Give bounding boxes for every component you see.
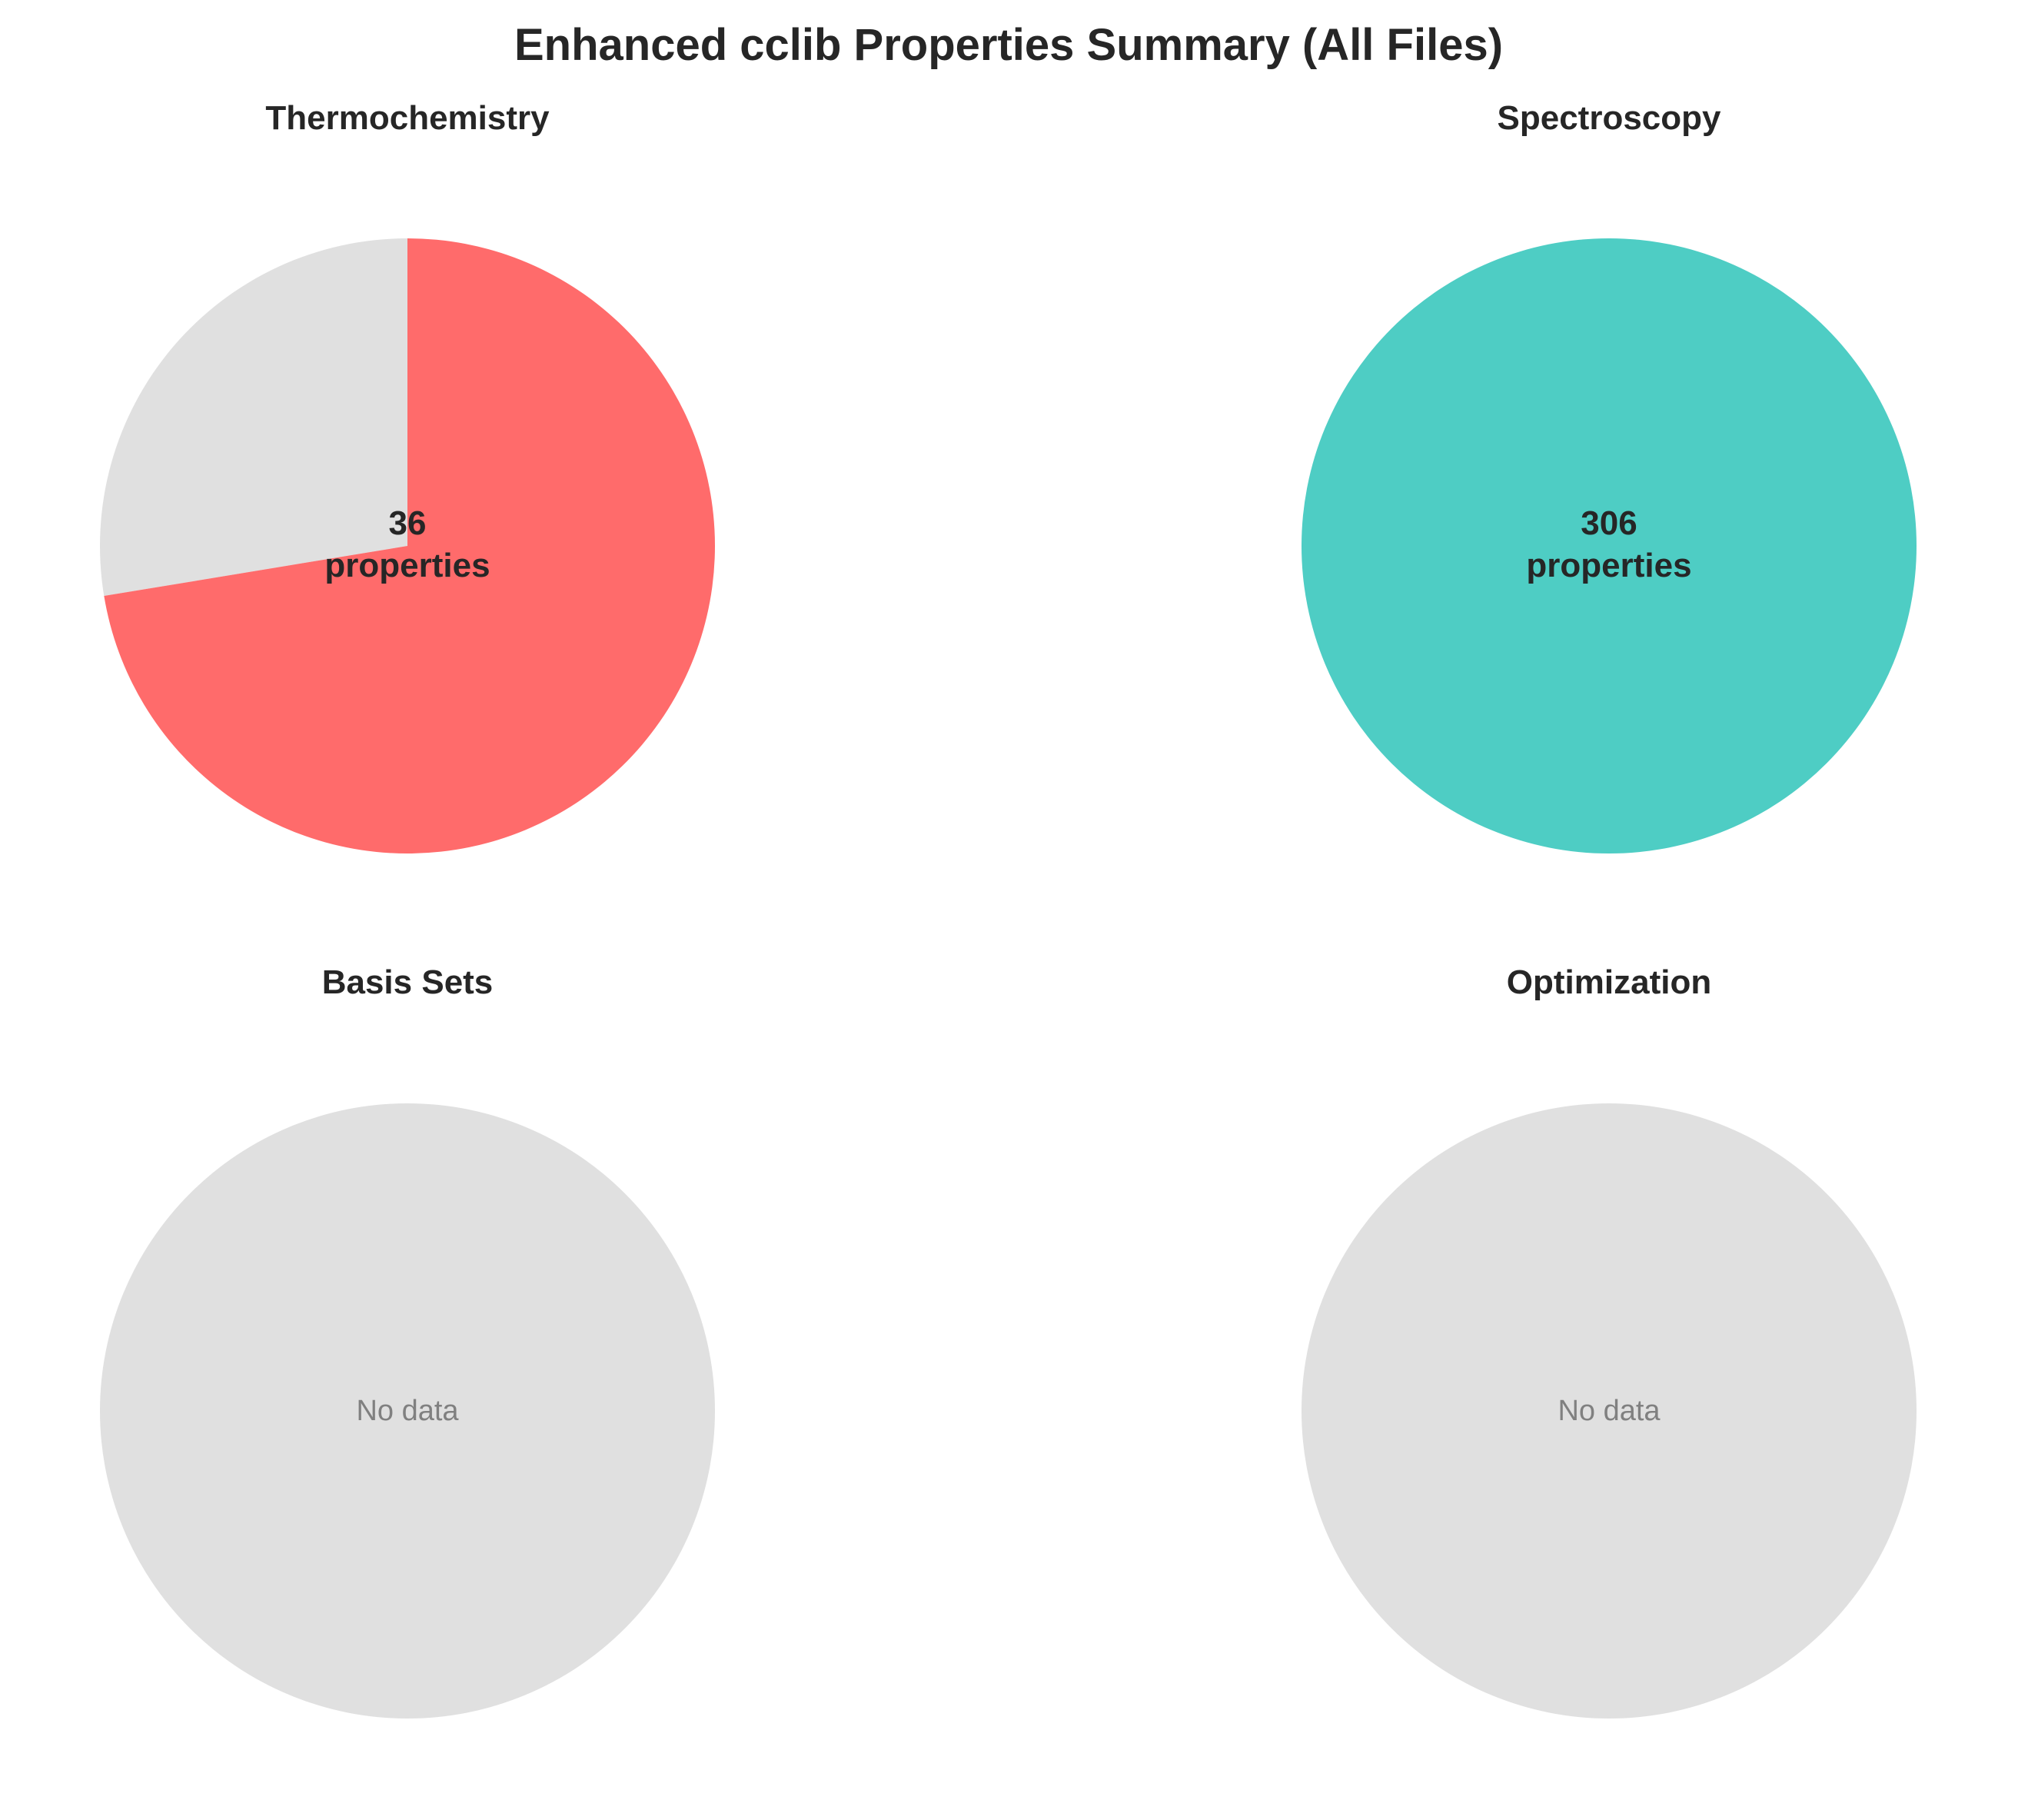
pie-slice <box>100 238 407 597</box>
pie-slice <box>100 1103 715 1719</box>
panel-title: Basis Sets <box>322 963 494 1001</box>
panel-thermochemistry: Thermochemistry 36 properties <box>100 99 716 853</box>
pie-thermochemistry <box>100 238 716 853</box>
pie-center-label: properties <box>324 547 490 584</box>
chart-title: Enhanced cclib Properties Summary (All F… <box>514 20 1503 70</box>
pie-slice <box>104 238 716 853</box>
panel-title: Optimization <box>1507 963 1711 1001</box>
panel-optimization: Optimization No data <box>1302 963 1917 1719</box>
panel-spectroscopy: Spectroscopy 306 properties <box>1302 99 1917 853</box>
pie-basis-sets <box>100 1103 715 1719</box>
pie-center-count: 36 <box>389 504 427 542</box>
panel-basis-sets: Basis Sets No data <box>100 963 715 1719</box>
panel-title: Spectroscopy <box>1498 99 1722 137</box>
pie-center-label: properties <box>1526 547 1691 584</box>
pie-slice <box>1302 238 1917 853</box>
pie-center-count: 306 <box>1581 504 1637 542</box>
no-data-label: No data <box>356 1395 459 1427</box>
panel-title: Thermochemistry <box>265 99 550 137</box>
pie-optimization <box>1302 1103 1917 1719</box>
no-data-label: No data <box>1558 1395 1661 1427</box>
pie-slice <box>1302 1103 1917 1719</box>
pie-spectroscopy <box>1302 238 1917 853</box>
